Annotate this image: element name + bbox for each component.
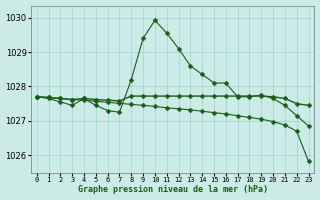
X-axis label: Graphe pression niveau de la mer (hPa): Graphe pression niveau de la mer (hPa): [78, 185, 268, 194]
